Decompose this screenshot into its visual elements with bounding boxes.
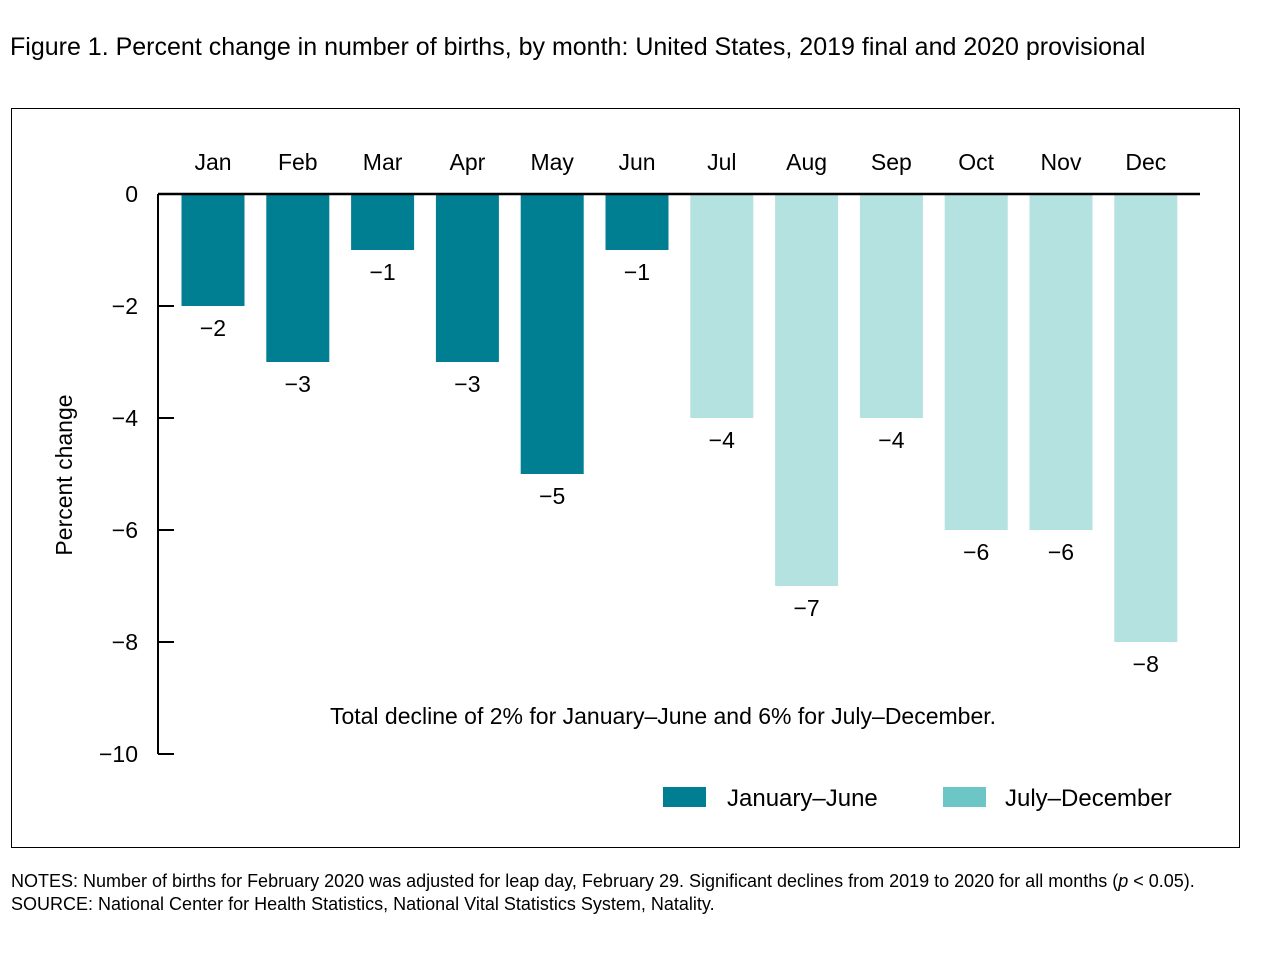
bar-jul (690, 194, 754, 418)
legend-swatch-jan-jun (663, 787, 706, 807)
data-label-sep: −4 (878, 427, 904, 453)
y-tick-label: −4 (112, 405, 138, 431)
legend-label-jul-dec: July–December (1005, 785, 1172, 812)
notes-line: NOTES: Number of births for February 202… (11, 871, 1119, 891)
data-label-feb: −3 (285, 371, 311, 397)
bar-apr (435, 194, 499, 362)
data-label-jun: −1 (624, 259, 650, 285)
y-axis-title: Percent change (51, 394, 77, 555)
bar-mar (351, 194, 415, 250)
source-text: SOURCE: National Center for Health Stati… (11, 894, 715, 914)
data-label-aug: −7 (793, 595, 819, 621)
figure-notes: NOTES: Number of births for February 202… (11, 870, 1241, 916)
labels-group: −2 Jan −3 Feb −1 Mar −3 Apr −5 May −1 Jun −4 Jul −7 Aug… (194, 149, 1166, 677)
legend-swatch-jul-dec (943, 787, 986, 807)
chart-annotation: Total decline of 2% for January–June and… (330, 703, 996, 729)
bar-sep (859, 194, 923, 418)
x-tick-label-apr: Apr (450, 149, 486, 175)
x-tick-label-dec: Dec (1125, 149, 1166, 175)
bars-group (181, 194, 1178, 642)
notes-text: NOTES: Number of births for February 202… (11, 870, 1241, 893)
x-tick-label-jul: Jul (707, 149, 736, 175)
x-tick-label-oct: Oct (958, 149, 994, 175)
data-label-oct: −6 (963, 539, 989, 565)
x-tick-label-jun: Jun (618, 149, 655, 175)
bar-dec (1114, 194, 1178, 642)
y-tick-label: 0 (125, 181, 138, 207)
y-tick-label: −2 (112, 293, 138, 319)
bar-feb (266, 194, 330, 362)
axes-group: 0 −2 −4 −6 −8 −10 (99, 181, 1200, 767)
figure-title: Figure 1. Percent change in number of bi… (10, 33, 1146, 61)
data-label-nov: −6 (1048, 539, 1074, 565)
x-tick-label-nov: Nov (1041, 149, 1082, 175)
legend-label-jan-jun: January–June (727, 785, 878, 812)
bar-oct (944, 194, 1008, 530)
chart-frame (11, 108, 1240, 848)
x-tick-label-mar: Mar (363, 149, 403, 175)
x-tick-label-aug: Aug (786, 149, 827, 175)
data-label-dec: −8 (1133, 651, 1159, 677)
notes-line-end: < 0.05). (1128, 871, 1195, 891)
y-tick-label: −8 (112, 629, 138, 655)
bar-jun (605, 194, 669, 250)
data-label-jul: −4 (709, 427, 735, 453)
data-label-apr: −3 (454, 371, 480, 397)
x-tick-label-may: May (530, 149, 574, 175)
x-tick-label-jan: Jan (194, 149, 231, 175)
bar-aug (775, 194, 839, 586)
legend: January–June July–December (663, 785, 1172, 812)
x-tick-label-sep: Sep (871, 149, 912, 175)
bar-jan (181, 194, 245, 306)
y-tick-label: −6 (112, 517, 138, 543)
bar-nov (1029, 194, 1093, 530)
bar-may (520, 194, 584, 474)
x-tick-label-feb: Feb (278, 149, 318, 175)
data-label-mar: −1 (369, 259, 395, 285)
data-label-jan: −2 (200, 315, 226, 341)
data-label-may: −5 (539, 483, 565, 509)
y-tick-label: −10 (99, 741, 138, 767)
p-value-symbol: p (1118, 871, 1129, 891)
